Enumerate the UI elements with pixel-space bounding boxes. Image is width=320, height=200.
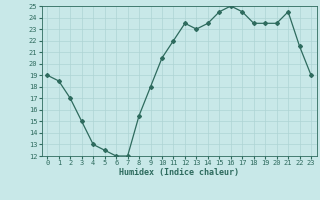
X-axis label: Humidex (Indice chaleur): Humidex (Indice chaleur) — [119, 168, 239, 177]
